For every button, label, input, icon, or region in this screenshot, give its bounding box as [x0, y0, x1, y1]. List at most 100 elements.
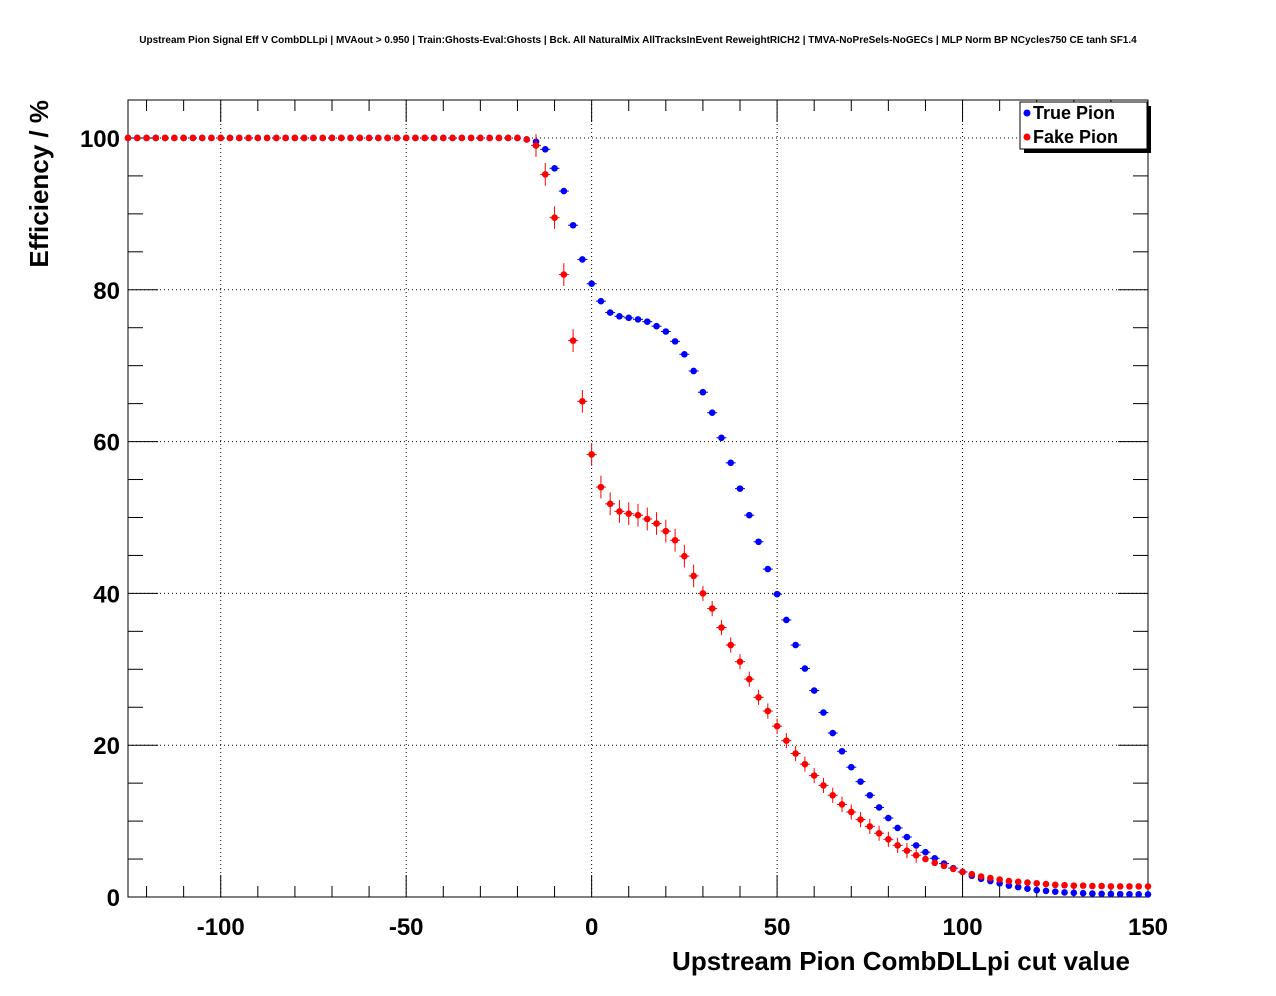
data-point [477, 134, 484, 142]
data-point [514, 134, 521, 142]
data-marker [597, 483, 605, 491]
data-marker [838, 801, 846, 808]
data-marker [885, 814, 892, 822]
data-marker [384, 134, 391, 142]
data-point [208, 134, 215, 142]
data-point [697, 388, 708, 396]
data-marker [931, 859, 939, 867]
x-tick-labels: -100 -50 0 50 100 150 [197, 914, 1168, 941]
data-point [439, 134, 447, 142]
data-point [1024, 885, 1031, 892]
data-point [1098, 890, 1105, 898]
data-marker [1107, 890, 1115, 898]
data-marker [1033, 880, 1041, 887]
data-point [883, 831, 894, 847]
data-marker [245, 134, 252, 142]
data-marker [375, 134, 382, 142]
data-marker [1061, 889, 1068, 896]
data-marker [996, 876, 1003, 883]
data-marker [736, 485, 744, 492]
data-point [595, 297, 606, 305]
data-marker [606, 309, 614, 316]
data-marker [894, 824, 901, 832]
data-marker [1089, 882, 1096, 890]
legend-label-true-pion: True Pion [1033, 103, 1115, 123]
data-point [762, 565, 773, 573]
data-marker [449, 134, 456, 142]
data-marker [412, 134, 419, 142]
data-point [651, 322, 662, 330]
data-marker [634, 511, 642, 519]
data-point [402, 134, 410, 142]
data-marker [736, 658, 744, 665]
data-point [901, 843, 912, 859]
data-marker [319, 134, 327, 142]
data-point [198, 134, 206, 142]
data-marker [959, 868, 966, 876]
data-marker [477, 134, 484, 142]
data-marker [569, 337, 577, 344]
data-point [412, 134, 419, 142]
data-marker [1098, 882, 1105, 890]
data-marker [551, 214, 558, 221]
data-point [725, 459, 736, 467]
data-point [254, 134, 262, 142]
data-marker [829, 791, 837, 799]
data-point [356, 134, 364, 142]
legend: True Pion Fake Pion [1019, 101, 1151, 153]
data-marker [161, 134, 169, 142]
data-marker [263, 134, 271, 142]
data-point [540, 163, 551, 186]
data-marker [829, 729, 837, 737]
data-marker [699, 590, 707, 597]
data-point [282, 134, 289, 142]
data-point [660, 328, 671, 335]
data-point [1126, 883, 1133, 890]
data-marker [514, 134, 521, 142]
data-point [670, 528, 681, 552]
data-point [467, 134, 475, 142]
data-point [586, 443, 597, 466]
data-marker [1042, 880, 1050, 888]
data-point [328, 134, 336, 142]
data-point [809, 687, 820, 694]
data-point [605, 492, 616, 516]
data-marker [124, 134, 132, 142]
data-point [837, 747, 847, 755]
data-marker [1107, 883, 1115, 890]
grid-lines [128, 100, 1148, 897]
data-point [1005, 877, 1013, 885]
data-point [818, 709, 829, 716]
data-point [1024, 879, 1031, 886]
data-marker [1116, 890, 1124, 898]
data-marker [1042, 887, 1050, 895]
data-marker [699, 388, 707, 396]
data-point [1061, 889, 1068, 896]
data-point [855, 811, 866, 828]
data-point [540, 146, 551, 153]
data-point [987, 874, 994, 882]
data-point [781, 733, 792, 749]
data-point [1098, 882, 1105, 890]
data-marker [708, 409, 716, 417]
data-marker [838, 747, 846, 755]
data-marker [755, 694, 762, 701]
data-point [874, 825, 885, 841]
data-marker [273, 134, 280, 142]
data-marker [1024, 879, 1031, 886]
data-marker [745, 511, 753, 519]
data-point [393, 134, 401, 142]
data-point [217, 134, 225, 142]
data-point [384, 134, 391, 142]
data-marker [579, 398, 586, 405]
data-point [595, 475, 606, 499]
data-point [929, 854, 940, 862]
data-point [1033, 886, 1041, 894]
data-point [977, 873, 985, 880]
data-marker [393, 134, 401, 142]
data-marker [254, 134, 262, 142]
data-point [864, 818, 875, 834]
data-marker [727, 459, 735, 467]
data-point [959, 868, 966, 876]
data-marker [987, 874, 994, 882]
